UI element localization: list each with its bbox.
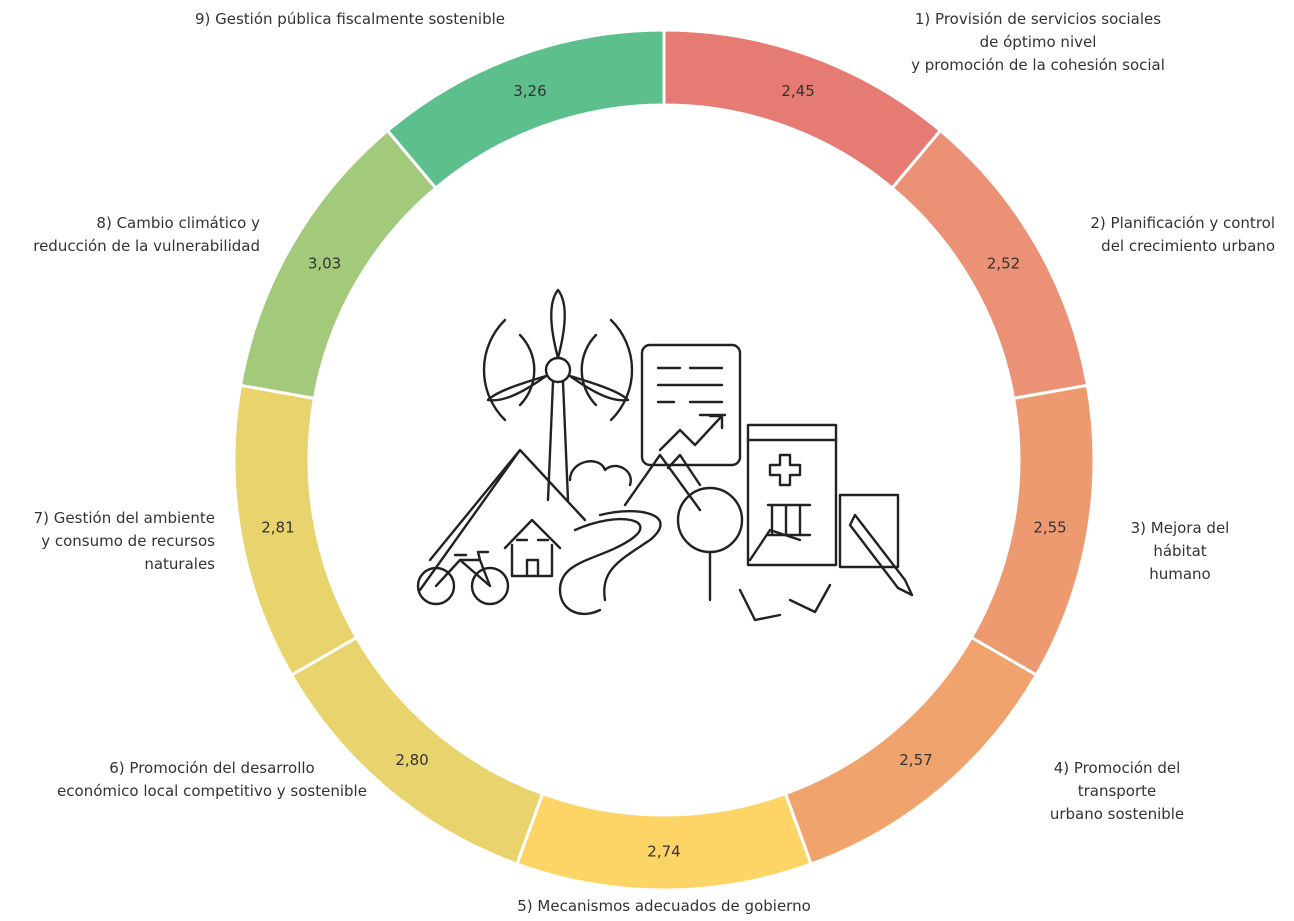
category-label: 1) Provisión de servicios sociales de óp… <box>910 8 1166 77</box>
value-label: 2,52 <box>987 255 1020 273</box>
category-label: 9) Gestión pública fiscalmente sostenibl… <box>195 8 505 31</box>
donut-segment <box>388 30 664 188</box>
chart: 2,45 2,52 2,55 2,57 2,74 2,80 2,81 3,03 3,26 1) … <box>0 0 1294 921</box>
category-label: 8) Cambio climático y reducción de la vu… <box>33 212 260 258</box>
value-label: 2,55 <box>1033 519 1066 537</box>
value-label: 2,80 <box>395 751 428 769</box>
category-label: 2) Planificación y control del crecimien… <box>1090 212 1275 258</box>
category-label: 6) Promoción del desarrollo económico lo… <box>57 757 367 803</box>
value-label: 3,26 <box>513 82 546 100</box>
value-label: 2,81 <box>261 519 294 537</box>
value-label: 2,57 <box>899 751 932 769</box>
value-label: 2,45 <box>781 82 814 100</box>
category-label: 7) Gestión del ambiente y consumo de rec… <box>34 507 215 576</box>
donut-segment <box>234 385 357 675</box>
category-label: 3) Mejora del hábitat humano <box>1123 517 1237 586</box>
value-label: 2,74 <box>647 843 680 861</box>
category-label: 5) Mecanismos adecuados de gobierno <box>517 895 811 918</box>
value-label: 3,03 <box>308 255 341 273</box>
donut-segment <box>664 30 940 188</box>
category-label: 4) Promoción del transporte urbano soste… <box>1029 757 1206 826</box>
illustration <box>418 290 912 620</box>
